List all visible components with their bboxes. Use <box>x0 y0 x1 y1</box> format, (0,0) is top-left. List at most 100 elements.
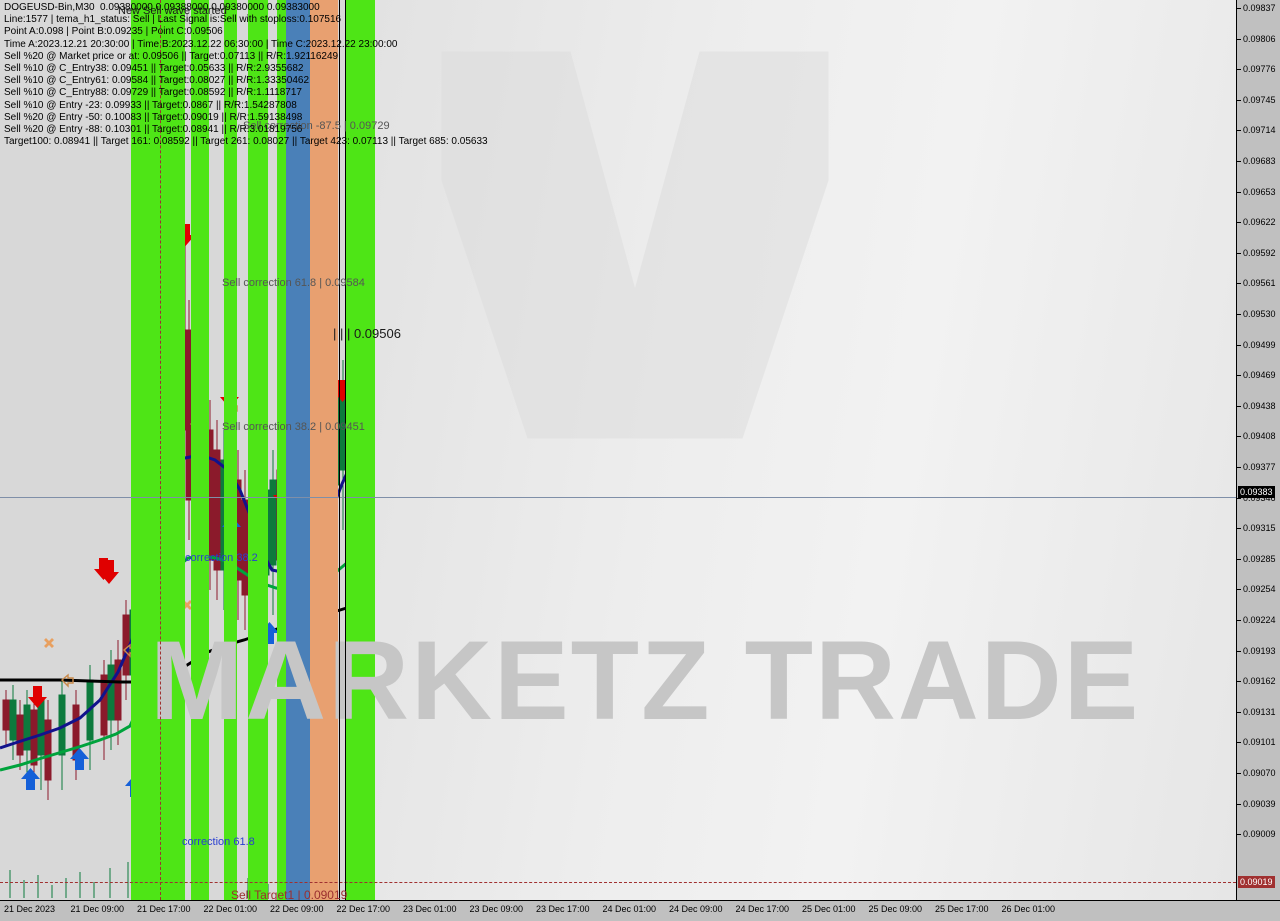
price-tick-label: 0.09070 <box>1243 768 1276 778</box>
price-tick <box>1237 161 1241 162</box>
base-ma-line <box>0 543 1000 684</box>
time-scale[interactable]: 21 Dec 2023 21 Dec 09:00 21 Dec 17:00 22 De… <box>0 900 1280 921</box>
info-line-2: Time A:2023.12.21 20:30:00 | Time B:2023… <box>4 38 398 50</box>
price-tick <box>1237 252 1241 254</box>
price-tick <box>1237 467 1241 468</box>
time-tick-label: 26 Dec 01:00 <box>1001 904 1056 914</box>
info-line-6: Sell %10 @ C_Entry88: 0.09729 || Target:… <box>4 87 302 99</box>
price-tick <box>1237 8 1241 9</box>
symbol-timeframe-label: DOGEUSD-Bin,M30 <box>4 2 95 13</box>
price-tick-label: 0.09776 <box>1243 64 1276 75</box>
time-tick-label: 22 Dec 09:00 <box>270 904 324 914</box>
price-tick-label: 0.09561 <box>1243 278 1276 289</box>
price-tick-label: 0.09285 <box>1243 553 1276 564</box>
chart-annotation: correction 61.8 <box>182 836 255 848</box>
price-tick <box>1237 314 1241 315</box>
price-tick <box>1237 681 1241 683</box>
current-price-badge: 0.09383 <box>1238 486 1275 498</box>
chart-info-panel: DOGEUSD-Bin,M30 Line:1577 | tema_h1_stat… <box>4 2 488 148</box>
price-tick <box>1237 742 1241 744</box>
price-tick <box>1237 803 1241 805</box>
price-tick <box>1237 528 1241 530</box>
price-tick <box>1237 436 1241 438</box>
price-tick <box>1237 497 1241 499</box>
price-tick <box>1237 405 1241 407</box>
price-tick-label: 0.09408 <box>1243 431 1276 442</box>
time-tick-label: 24 Dec 17:00 <box>735 904 790 914</box>
price-tick-label: 0.09315 <box>1243 523 1276 534</box>
price-tick-label: 0.09622 <box>1243 217 1276 228</box>
price-tick <box>1237 589 1241 591</box>
info-line-5: Sell %10 @ C_Entry61: 0.09584 || Target:… <box>4 75 309 87</box>
info-line-1: Point A:0.098 | Point B:0.09235 | Point … <box>4 26 223 38</box>
time-tick-label: 25 Dec 01:00 <box>802 904 856 914</box>
time-tick-label: 25 Dec 17:00 <box>935 904 989 914</box>
target-price-badge: 0.09019 <box>1238 876 1275 888</box>
price-scale[interactable]: 0.09837 0.09806 0.09776 0.09745 0.09714 0.096… <box>1236 0 1280 900</box>
current-price-line <box>0 497 1236 498</box>
v-marker <box>898 366 916 384</box>
slow-ma-line <box>0 452 1004 750</box>
price-tick-label: 0.09714 <box>1243 125 1276 136</box>
time-tick-label: 22 Dec 17:00 <box>336 904 391 914</box>
info-line-10: Target100: 0.08941 || Target 161: 0.0859… <box>4 136 488 148</box>
price-tick-label: 0.09101 <box>1243 737 1276 748</box>
price-tick-label: 0.09469 <box>1243 370 1276 381</box>
time-tick-label: 21 Dec 2023 <box>4 904 56 914</box>
price-tick-label: 0.09530 <box>1243 309 1276 319</box>
price-tick-label: 0.09438 <box>1243 400 1276 411</box>
price-tick-label: 0.09377 <box>1243 462 1276 472</box>
price-tick-label: 0.09224 <box>1243 615 1276 625</box>
wave-status-label: New Sell wave started <box>118 5 227 17</box>
watermark-text: MARKETZ TRADE <box>150 618 1141 743</box>
price-tick-label: 0.09683 <box>1243 156 1276 166</box>
price-tick-label: 0.09837 <box>1243 3 1276 13</box>
price-tick-label: 0.09131 <box>1243 706 1276 717</box>
time-tick-label: 23 Dec 09:00 <box>469 904 524 914</box>
price-tick-label: 0.09162 <box>1243 676 1276 687</box>
price-tick <box>1237 344 1241 346</box>
zone-box <box>749 645 777 745</box>
price-tick-label: 0.09592 <box>1243 247 1276 258</box>
time-tick-label: 24 Dec 09:00 <box>669 904 723 914</box>
signal-outline-arrows-up <box>142 480 950 777</box>
time-tick-label: 22 Dec 01:00 <box>203 904 258 914</box>
info-line-3: Sell %20 @ Market price or at: 0.09506 |… <box>4 50 339 62</box>
trend-stars <box>606 461 916 630</box>
price-tick <box>1237 130 1241 132</box>
price-tick-label: 0.09745 <box>1243 94 1276 105</box>
price-tick <box>1237 620 1241 621</box>
buy-arrows <box>21 456 988 797</box>
price-tick <box>1237 38 1241 40</box>
price-tick <box>1237 283 1241 285</box>
price-tick-label: 0.09653 <box>1243 186 1276 197</box>
price-tick-label: 0.09193 <box>1243 645 1276 656</box>
info-line-7: Sell %10 @ Entry -23: 0.09933 || Target:… <box>4 99 297 111</box>
info-line-9: Sell %20 @ Entry -88: 0.10301 || Target:… <box>4 123 303 135</box>
volume-bars <box>9 840 991 898</box>
target-price-line <box>0 882 1236 883</box>
time-tick-label: 24 Dec 01:00 <box>602 904 657 914</box>
price-tick-label: 0.09499 <box>1243 339 1276 350</box>
price-tick <box>1237 773 1241 774</box>
time-tick-label: 21 Dec 09:00 <box>70 904 125 914</box>
ohlc-values: 0.09380000 0.09388000 0.09380000 0.09383… <box>100 2 320 13</box>
price-tick-label: 0.09039 <box>1243 798 1276 809</box>
price-tick <box>1237 650 1241 652</box>
price-tick <box>1237 191 1241 193</box>
time-tick-label: 23 Dec 17:00 <box>536 904 590 914</box>
plot-background-gradient <box>370 0 1236 900</box>
info-line-0: Line:1577 | tema_h1_status: Sell | Last … <box>4 14 342 26</box>
price-tick <box>1237 711 1241 713</box>
chart-annotation: Sell Target1 | 0.09019 <box>231 888 348 900</box>
price-tick-label: 0.09009 <box>1243 829 1276 840</box>
fast-ma-line <box>0 504 1002 772</box>
price-tick <box>1237 375 1241 377</box>
price-tick <box>1237 69 1241 71</box>
sell-arrows <box>28 224 1001 708</box>
chart-annotation: Sell correction 38.2 | 0.09451 <box>222 421 365 433</box>
time-tick-label: 21 Dec 17:00 <box>137 904 191 914</box>
info-line-8: Sell %20 @ Entry -50: 0.10083 || Target:… <box>4 111 303 123</box>
time-tick-label: 25 Dec 09:00 <box>868 904 923 914</box>
trend-x-marks <box>44 500 734 648</box>
